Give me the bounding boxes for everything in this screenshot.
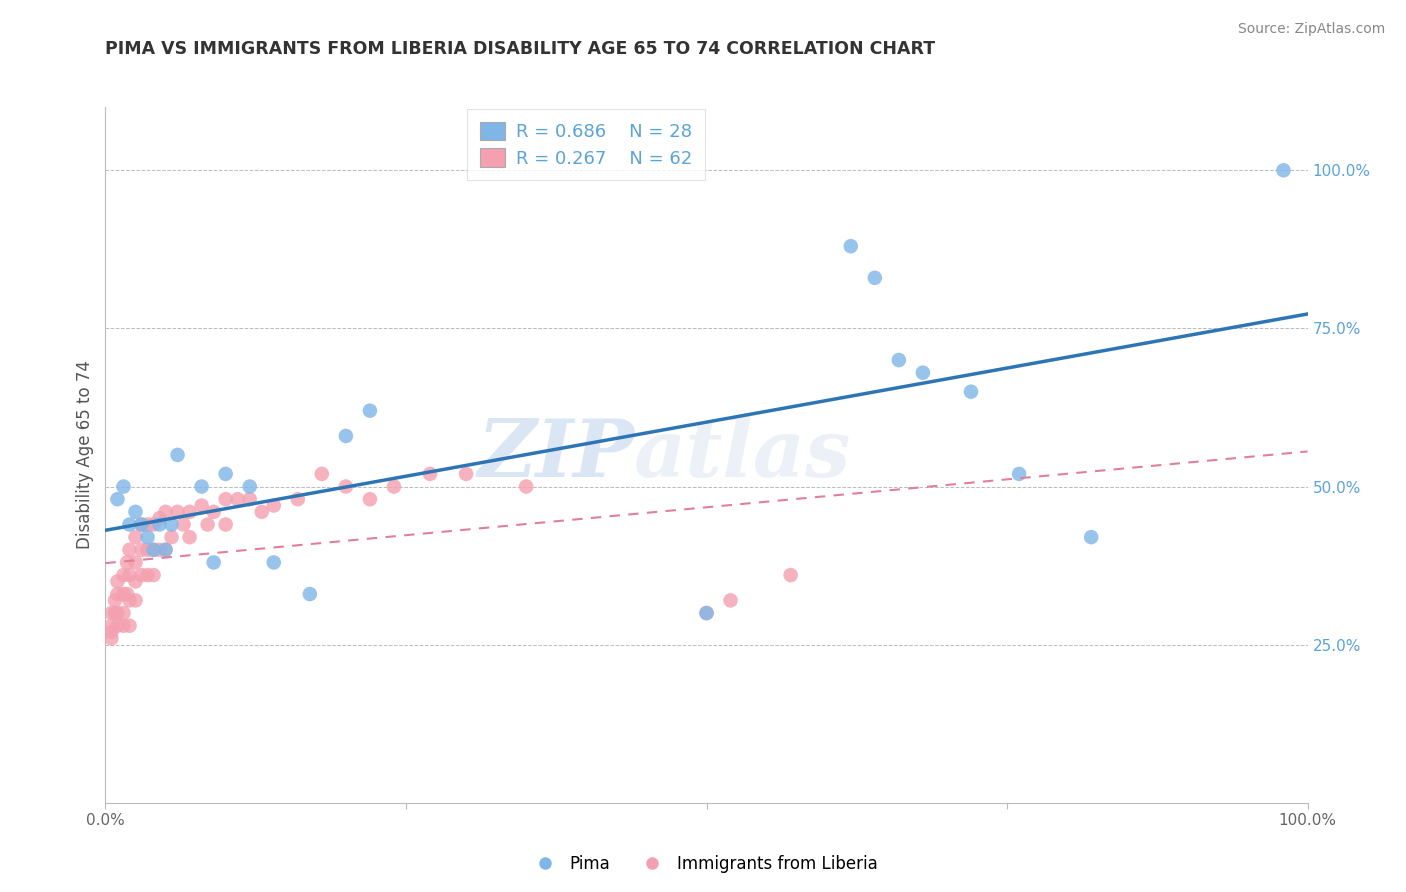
Point xyxy=(136,517,159,532)
Point xyxy=(131,517,153,532)
Point xyxy=(239,492,262,507)
Point xyxy=(124,593,146,607)
Point xyxy=(214,467,236,481)
Point xyxy=(155,505,177,519)
Point xyxy=(839,239,862,253)
Point xyxy=(112,479,135,493)
Point xyxy=(155,542,177,557)
Text: atlas: atlas xyxy=(634,417,852,493)
Point xyxy=(202,505,225,519)
Point xyxy=(112,618,135,632)
Point xyxy=(179,530,201,544)
Point xyxy=(104,593,127,607)
Point xyxy=(112,568,135,582)
Point xyxy=(142,517,165,532)
Point xyxy=(100,606,122,620)
Point xyxy=(960,384,983,399)
Point xyxy=(179,505,201,519)
Point xyxy=(112,606,135,620)
Point xyxy=(1272,163,1295,178)
Point xyxy=(263,499,285,513)
Point xyxy=(124,574,146,589)
Point xyxy=(118,517,141,532)
Point xyxy=(214,492,236,507)
Point xyxy=(779,568,801,582)
Point xyxy=(115,556,138,570)
Text: ZIP: ZIP xyxy=(478,417,634,493)
Point xyxy=(160,530,183,544)
Point xyxy=(166,505,188,519)
Legend: R = 0.686    N = 28, R = 0.267    N = 62: R = 0.686 N = 28, R = 0.267 N = 62 xyxy=(467,109,706,180)
Point xyxy=(250,505,273,519)
Point xyxy=(107,574,129,589)
Point xyxy=(1080,530,1102,544)
Point xyxy=(131,542,153,557)
Point xyxy=(148,511,170,525)
Point xyxy=(118,618,141,632)
Legend: Pima, Immigrants from Liberia: Pima, Immigrants from Liberia xyxy=(522,848,884,880)
Point xyxy=(100,632,122,646)
Text: PIMA VS IMMIGRANTS FROM LIBERIA DISABILITY AGE 65 TO 74 CORRELATION CHART: PIMA VS IMMIGRANTS FROM LIBERIA DISABILI… xyxy=(105,40,935,58)
Point xyxy=(131,517,153,532)
Point xyxy=(863,270,886,285)
Point xyxy=(197,517,219,532)
Text: Source: ZipAtlas.com: Source: ZipAtlas.com xyxy=(1237,22,1385,37)
Point xyxy=(239,479,262,493)
Point xyxy=(142,568,165,582)
Point xyxy=(214,517,236,532)
Y-axis label: Disability Age 65 to 74: Disability Age 65 to 74 xyxy=(76,360,94,549)
Point xyxy=(136,568,159,582)
Point xyxy=(142,542,165,557)
Point xyxy=(124,556,146,570)
Point xyxy=(696,606,718,620)
Point xyxy=(100,618,122,632)
Point xyxy=(1008,467,1031,481)
Point xyxy=(515,479,537,493)
Point xyxy=(118,542,141,557)
Point xyxy=(911,366,934,380)
Point xyxy=(160,517,183,532)
Point xyxy=(131,568,153,582)
Point xyxy=(118,593,141,607)
Point xyxy=(287,492,309,507)
Point xyxy=(382,479,405,493)
Point xyxy=(107,606,129,620)
Point xyxy=(115,587,138,601)
Point xyxy=(136,542,159,557)
Point xyxy=(696,606,718,620)
Point xyxy=(359,492,381,507)
Point xyxy=(112,587,135,601)
Point xyxy=(124,505,146,519)
Point xyxy=(887,353,910,368)
Point xyxy=(107,618,129,632)
Point xyxy=(107,587,129,601)
Point xyxy=(359,403,381,417)
Point xyxy=(148,517,170,532)
Point xyxy=(263,556,285,570)
Point xyxy=(100,625,122,640)
Point xyxy=(335,429,357,443)
Point xyxy=(202,556,225,570)
Point xyxy=(166,448,188,462)
Point xyxy=(190,499,212,513)
Point xyxy=(124,530,146,544)
Point xyxy=(311,467,333,481)
Point xyxy=(173,517,195,532)
Point xyxy=(190,479,212,493)
Point xyxy=(720,593,742,607)
Point xyxy=(107,492,129,507)
Point xyxy=(118,568,141,582)
Point xyxy=(298,587,321,601)
Point xyxy=(148,542,170,557)
Point xyxy=(104,606,127,620)
Point xyxy=(155,542,177,557)
Point xyxy=(335,479,357,493)
Point xyxy=(454,467,477,481)
Point xyxy=(226,492,249,507)
Point xyxy=(419,467,441,481)
Point xyxy=(136,530,159,544)
Point xyxy=(142,542,165,557)
